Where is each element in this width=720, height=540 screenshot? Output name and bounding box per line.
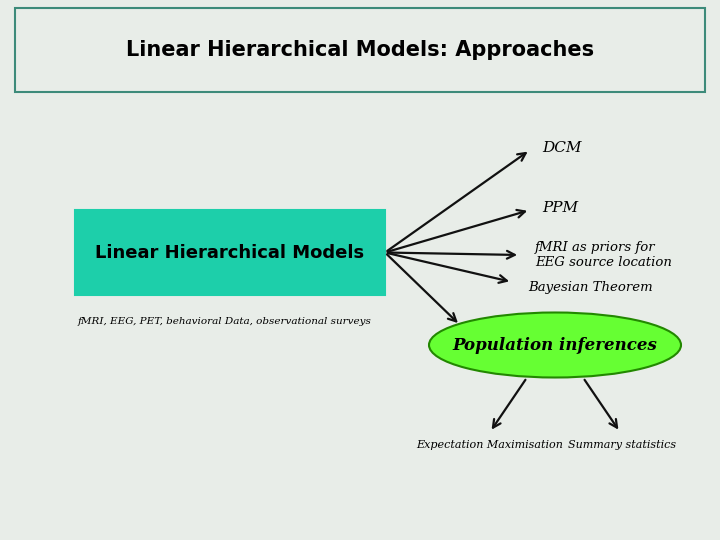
Text: Linear Hierarchical Models: Approaches: Linear Hierarchical Models: Approaches (126, 40, 594, 60)
Text: Expectation Maximisation: Expectation Maximisation (417, 440, 564, 450)
Text: fMRI, EEG, PET, behavioral Data, observational surveys: fMRI, EEG, PET, behavioral Data, observa… (78, 318, 372, 327)
Text: DCM: DCM (542, 141, 582, 155)
FancyBboxPatch shape (75, 210, 385, 295)
Text: PPM: PPM (542, 201, 578, 215)
FancyBboxPatch shape (15, 8, 705, 92)
Text: fMRI as priors for
EEG source location: fMRI as priors for EEG source location (535, 240, 672, 269)
Text: Summary statistics: Summary statistics (568, 440, 676, 450)
Text: Bayesian Theorem: Bayesian Theorem (528, 281, 653, 294)
Text: Population inferences: Population inferences (453, 336, 657, 354)
Ellipse shape (429, 313, 681, 377)
Text: Linear Hierarchical Models: Linear Hierarchical Models (96, 244, 364, 261)
